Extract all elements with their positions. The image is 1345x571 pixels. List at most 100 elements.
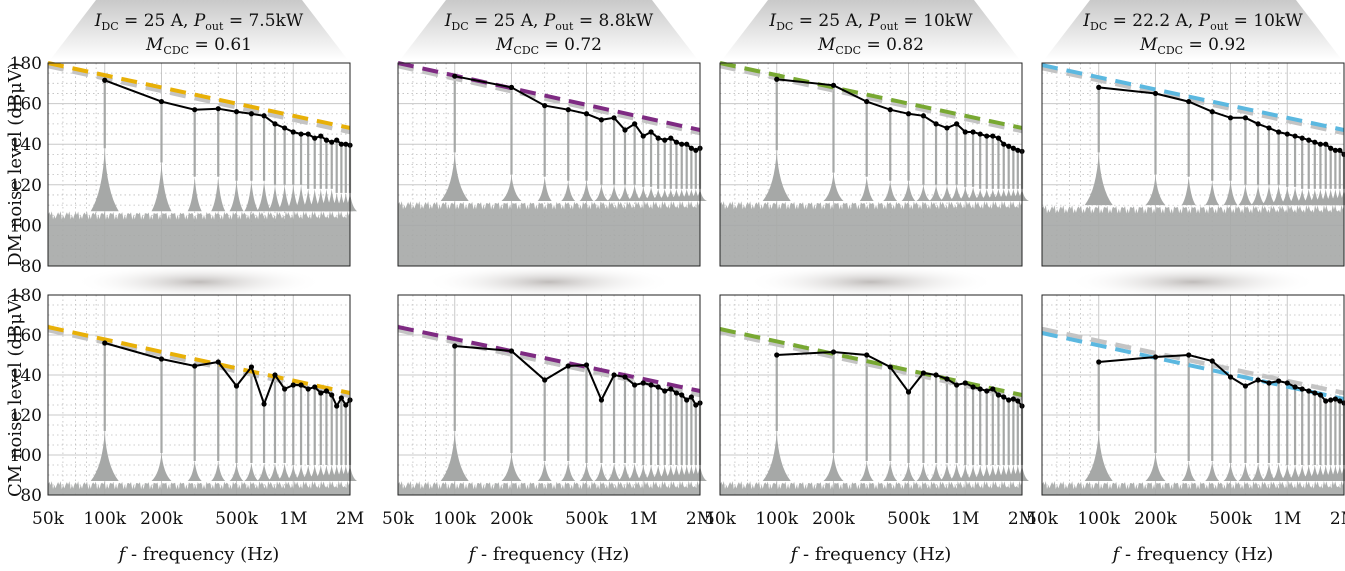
envelope-point — [452, 343, 458, 349]
panel-title-line2: MCDC = 0.72 — [495, 35, 602, 57]
envelope-point — [970, 384, 976, 390]
envelope-point — [1306, 137, 1312, 143]
harmonic-peak — [644, 465, 659, 481]
subscript: out — [880, 20, 899, 33]
harmonic-peak — [151, 162, 172, 212]
harmonic-peak — [949, 184, 964, 201]
harmonic-peak — [651, 465, 666, 481]
envelope-point — [261, 401, 267, 407]
envelope-point — [933, 372, 939, 378]
harmonic-peak — [211, 176, 226, 212]
panel-title-line1: IDC = 25 A, Pout = 7.5kW — [94, 11, 304, 33]
envelope-point — [338, 395, 344, 401]
harmonic-peak — [277, 463, 292, 481]
title-text: P — [193, 11, 206, 31]
harmonic-peak — [688, 465, 703, 481]
panel-shadow — [746, 264, 996, 300]
harmonic-peak — [679, 188, 694, 201]
title-text: P — [1198, 11, 1211, 31]
harmonic-peak — [1295, 188, 1310, 206]
envelope-point — [1312, 139, 1318, 145]
envelope-point — [1255, 377, 1261, 383]
harmonic-peak — [674, 465, 689, 481]
envelope-point — [668, 386, 674, 392]
x-axis-label-text: - frequency (Hz) — [1119, 544, 1273, 565]
envelope-point — [995, 135, 1002, 141]
harmonic-peak — [1328, 465, 1343, 481]
envelope-point — [1096, 84, 1102, 90]
harmonic-peak — [1337, 465, 1345, 481]
x-tick-label: 50k — [32, 509, 65, 529]
envelope-point — [282, 125, 288, 131]
harmonic-peak — [1318, 188, 1333, 206]
title-text: I — [1082, 11, 1090, 31]
harmonic-peak — [579, 463, 594, 481]
harmonic-peak — [966, 465, 981, 481]
dm-panel-2 — [397, 61, 707, 267]
harmonic-peak — [679, 465, 694, 481]
envelope-point — [565, 107, 571, 113]
envelope-point — [1332, 396, 1338, 402]
harmonic-peak — [1001, 188, 1016, 201]
envelope-point — [233, 383, 240, 389]
harmonic-peak — [307, 465, 322, 481]
panel-title-line2: MCDC = 0.92 — [1139, 35, 1246, 57]
harmonic-peak — [187, 461, 202, 481]
harmonic-peak — [979, 188, 994, 201]
harmonic-peak — [1262, 463, 1276, 481]
harmonic-peak — [440, 152, 469, 201]
x-tick-label: 1M — [279, 509, 307, 529]
envelope-point — [598, 117, 605, 123]
envelope-point — [452, 73, 458, 79]
envelope-point — [1010, 145, 1016, 151]
harmonic-peak — [958, 186, 973, 201]
harmonic-peak — [1145, 174, 1166, 206]
x-tick-label: 100k — [755, 509, 798, 529]
envelope-point — [995, 392, 1002, 398]
envelope-point — [158, 356, 165, 362]
envelope-point — [668, 135, 674, 141]
envelope-point — [648, 382, 654, 388]
harmonic-peak — [684, 465, 699, 481]
harmonic-peak — [257, 180, 272, 212]
harmonic-peak — [663, 465, 678, 481]
envelope-point — [261, 113, 267, 119]
harmonic-peak — [1251, 463, 1266, 481]
harmonic-peak — [916, 463, 931, 481]
harmonic-peak — [762, 431, 791, 481]
envelope-point — [343, 141, 349, 147]
x-tick-label: 500k — [887, 509, 930, 529]
harmonic-peak — [644, 186, 659, 201]
plot-frame — [719, 294, 1023, 496]
plot-frame — [1041, 294, 1345, 496]
envelope-point — [298, 131, 304, 137]
envelope-point — [542, 377, 548, 383]
y-tick-label: 100 — [10, 446, 42, 466]
harmonic-peak — [657, 465, 672, 481]
x-tick-label: 100k — [433, 509, 476, 529]
envelope-point — [1006, 143, 1012, 149]
envelope-point — [662, 388, 668, 394]
harmonic-peak — [949, 463, 964, 481]
harmonic-peak — [684, 188, 699, 201]
plot-frame — [397, 62, 701, 267]
harmonic-peak — [1318, 465, 1333, 481]
envelope-point — [192, 107, 198, 113]
harmonic-peak — [1323, 465, 1338, 481]
cm-panel-4 — [1041, 294, 1345, 496]
envelope-point — [583, 111, 590, 117]
limit-line-color — [1041, 63, 1345, 132]
envelope-point — [1328, 397, 1334, 403]
envelope-point — [215, 359, 221, 365]
envelope-point — [343, 402, 349, 408]
harmonic-peak — [1301, 188, 1316, 206]
envelope-point — [1306, 388, 1312, 394]
harmonic-peak — [1313, 188, 1328, 206]
envelope-point — [1276, 378, 1282, 384]
envelope-point — [962, 129, 968, 135]
envelope-point — [1323, 398, 1329, 404]
harmonic-peak — [1288, 465, 1303, 481]
subscript: out — [1210, 20, 1229, 33]
plot-frame — [397, 294, 701, 496]
